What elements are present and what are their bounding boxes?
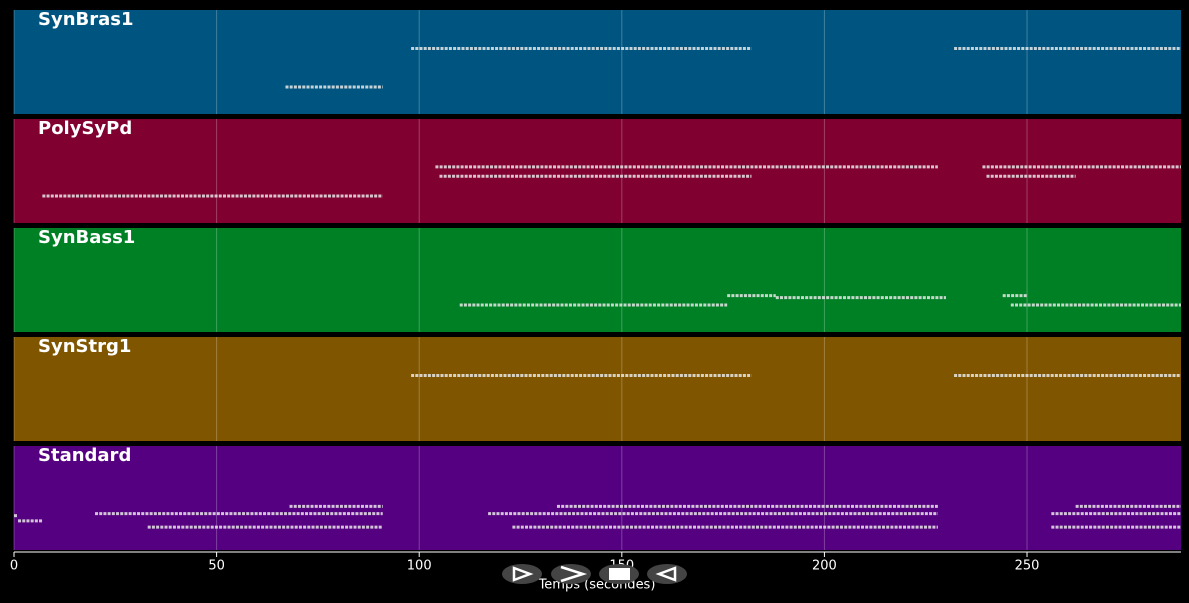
stop-button[interactable]: [599, 564, 639, 584]
track-panel: [14, 337, 1181, 441]
track-panel: [14, 228, 1181, 332]
track-name: Standard: [38, 445, 131, 466]
x-tick-label: 0: [10, 559, 18, 574]
rewind-button[interactable]: [647, 564, 687, 584]
track-panel: [14, 119, 1181, 223]
x-tick-label: 200: [812, 559, 837, 574]
track-name: PolySyPd: [38, 118, 132, 139]
track-name: SynBass1: [38, 227, 135, 248]
track-panel: [14, 10, 1181, 114]
x-tick-label: 100: [407, 559, 432, 574]
play-button[interactable]: [502, 564, 542, 584]
x-tick-label: 50: [208, 559, 225, 574]
track-name: SynBras1: [38, 9, 134, 30]
toolbar: [502, 564, 687, 584]
track-name: SynStrg1: [38, 336, 131, 357]
track-panel: [14, 446, 1181, 550]
x-tick-label: 250: [1015, 559, 1040, 574]
forward-button[interactable]: [551, 564, 591, 584]
